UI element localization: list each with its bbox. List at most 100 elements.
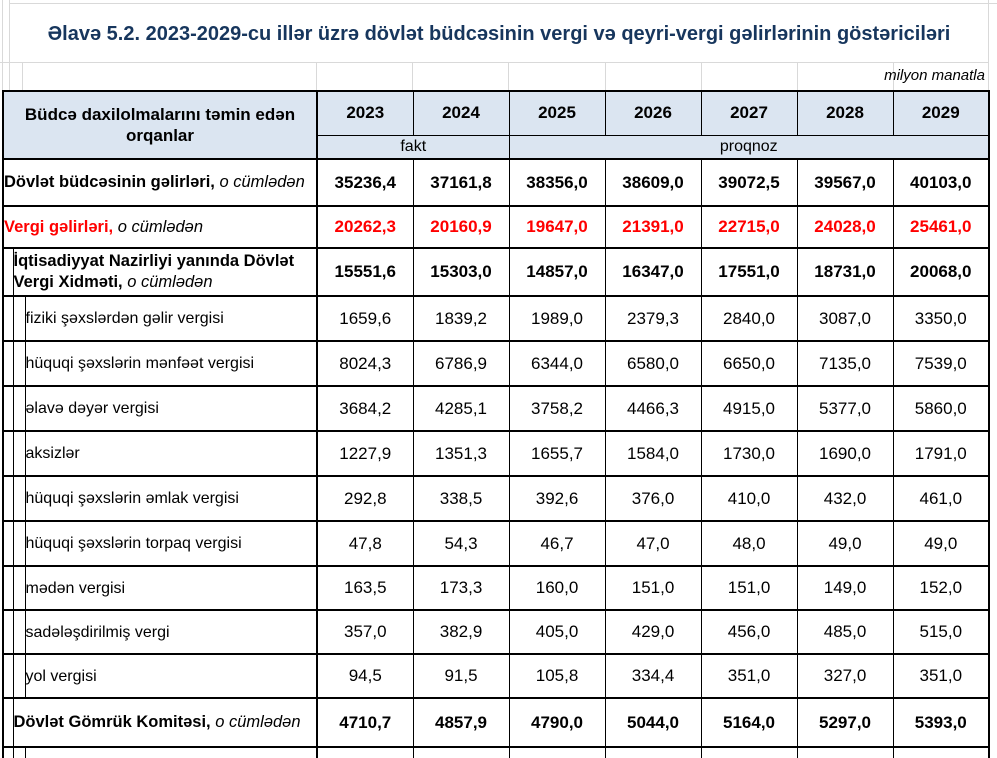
value-cell[interactable]: 18731,0 bbox=[796, 247, 894, 297]
value-cell[interactable]: 4915,0 bbox=[700, 385, 798, 432]
row-label-cell[interactable]: yol vergisi bbox=[24, 653, 319, 699]
value-cell[interactable]: 1839,2 bbox=[412, 295, 510, 342]
value-cell[interactable]: 429,0 bbox=[604, 609, 702, 655]
value-cell[interactable]: 4710,7 bbox=[316, 697, 414, 748]
value-cell[interactable]: 21391,0 bbox=[604, 205, 702, 249]
indent-cell[interactable] bbox=[2, 430, 14, 477]
value-cell[interactable]: 151,0 bbox=[700, 565, 798, 611]
value-cell[interactable]: 20068,0 bbox=[892, 247, 990, 297]
value-cell[interactable]: 410,0 bbox=[700, 475, 798, 522]
value-cell[interactable] bbox=[508, 746, 606, 758]
value-cell[interactable]: 16347,0 bbox=[604, 247, 702, 297]
indent-cell[interactable] bbox=[12, 746, 26, 758]
value-cell[interactable]: 334,4 bbox=[604, 653, 702, 699]
value-cell[interactable]: 35236,4 bbox=[316, 158, 414, 207]
value-cell[interactable]: 351,0 bbox=[892, 653, 990, 699]
value-cell[interactable]: 40103,0 bbox=[892, 158, 990, 207]
value-cell[interactable]: 461,0 bbox=[892, 475, 990, 522]
value-cell[interactable]: 5297,0 bbox=[796, 697, 894, 748]
row-label-cell[interactable] bbox=[24, 746, 319, 758]
value-cell[interactable]: 456,0 bbox=[700, 609, 798, 655]
value-cell[interactable]: 94,5 bbox=[316, 653, 414, 699]
value-cell[interactable]: 6786,9 bbox=[412, 340, 510, 387]
value-cell[interactable]: 485,0 bbox=[796, 609, 894, 655]
value-cell[interactable]: 1989,0 bbox=[508, 295, 606, 342]
value-cell[interactable]: 49,0 bbox=[892, 520, 990, 567]
header-year-cell[interactable]: 2029 bbox=[892, 90, 990, 136]
value-cell[interactable]: 3684,2 bbox=[316, 385, 414, 432]
value-cell[interactable]: 20262,3 bbox=[316, 205, 414, 249]
value-cell[interactable]: 173,3 bbox=[412, 565, 510, 611]
value-cell[interactable]: 7135,0 bbox=[796, 340, 894, 387]
indent-cell[interactable] bbox=[12, 475, 26, 522]
value-cell[interactable]: 1584,0 bbox=[604, 430, 702, 477]
value-cell[interactable]: 3087,0 bbox=[796, 295, 894, 342]
header-organs-cell[interactable]: Büdcə daxilolmalarını təmin edən orqanla… bbox=[2, 90, 319, 160]
value-cell[interactable]: 105,8 bbox=[508, 653, 606, 699]
value-cell[interactable]: 5860,0 bbox=[892, 385, 990, 432]
value-cell[interactable]: 1351,3 bbox=[412, 430, 510, 477]
row-label-cell[interactable]: hüquqi şəxslərin mənfəət vergisi bbox=[24, 340, 319, 387]
row-label-cell[interactable]: Dövlət büdcəsinin gəlirləri, o cümlədən bbox=[2, 158, 319, 207]
value-cell[interactable]: 48,0 bbox=[700, 520, 798, 567]
row-label-cell[interactable]: Vergi gəlirləri, o cümlədən bbox=[2, 205, 319, 249]
indent-cell[interactable] bbox=[2, 520, 14, 567]
value-cell[interactable] bbox=[700, 746, 798, 758]
value-cell[interactable]: 515,0 bbox=[892, 609, 990, 655]
value-cell[interactable]: 1791,0 bbox=[892, 430, 990, 477]
value-cell[interactable]: 1659,6 bbox=[316, 295, 414, 342]
indent-cell[interactable] bbox=[12, 430, 26, 477]
value-cell[interactable]: 15551,6 bbox=[316, 247, 414, 297]
value-cell[interactable]: 24028,0 bbox=[796, 205, 894, 249]
value-cell[interactable]: 46,7 bbox=[508, 520, 606, 567]
value-cell[interactable]: 432,0 bbox=[796, 475, 894, 522]
value-cell[interactable] bbox=[316, 746, 414, 758]
value-cell[interactable]: 149,0 bbox=[796, 565, 894, 611]
row-label-cell[interactable]: hüquqi şəxslərin torpaq vergisi bbox=[24, 520, 319, 567]
value-cell[interactable]: 22715,0 bbox=[700, 205, 798, 249]
value-cell[interactable]: 6580,0 bbox=[604, 340, 702, 387]
row-label-cell[interactable]: sadələşdirilmiş vergi bbox=[24, 609, 319, 655]
row-label-cell[interactable]: fiziki şəxslərdən gəlir vergisi bbox=[24, 295, 319, 342]
indent-cell[interactable] bbox=[2, 385, 14, 432]
value-cell[interactable]: 4466,3 bbox=[604, 385, 702, 432]
indent-cell[interactable] bbox=[12, 565, 26, 611]
header-year-cell[interactable]: 2028 bbox=[796, 90, 894, 136]
header-year-cell[interactable]: 2024 bbox=[412, 90, 510, 136]
value-cell[interactable]: 47,8 bbox=[316, 520, 414, 567]
indent-cell[interactable] bbox=[12, 385, 26, 432]
value-cell[interactable]: 357,0 bbox=[316, 609, 414, 655]
header-fact-cell[interactable]: fakt bbox=[316, 134, 510, 160]
value-cell[interactable]: 7539,0 bbox=[892, 340, 990, 387]
value-cell[interactable] bbox=[796, 746, 894, 758]
value-cell[interactable]: 8024,3 bbox=[316, 340, 414, 387]
header-year-cell[interactable]: 2023 bbox=[316, 90, 414, 136]
value-cell[interactable]: 6344,0 bbox=[508, 340, 606, 387]
value-cell[interactable]: 25461,0 bbox=[892, 205, 990, 249]
value-cell[interactable]: 47,0 bbox=[604, 520, 702, 567]
value-cell[interactable]: 1730,0 bbox=[700, 430, 798, 477]
value-cell[interactable]: 4285,1 bbox=[412, 385, 510, 432]
value-cell[interactable]: 1690,0 bbox=[796, 430, 894, 477]
value-cell[interactable]: 19647,0 bbox=[508, 205, 606, 249]
indent-cell[interactable] bbox=[2, 565, 14, 611]
value-cell[interactable]: 39567,0 bbox=[796, 158, 894, 207]
value-cell[interactable]: 327,0 bbox=[796, 653, 894, 699]
indent-cell[interactable] bbox=[2, 653, 14, 699]
value-cell[interactable]: 38356,0 bbox=[508, 158, 606, 207]
row-label-cell[interactable]: Dövlət Gömrük Komitəsi, o cümlədən bbox=[12, 697, 319, 748]
row-label-cell[interactable]: əlavə dəyər vergisi bbox=[24, 385, 319, 432]
value-cell[interactable] bbox=[604, 746, 702, 758]
indent-cell[interactable] bbox=[12, 295, 26, 342]
value-cell[interactable]: 2840,0 bbox=[700, 295, 798, 342]
value-cell[interactable]: 4857,9 bbox=[412, 697, 510, 748]
value-cell[interactable]: 20160,9 bbox=[412, 205, 510, 249]
value-cell[interactable]: 405,0 bbox=[508, 609, 606, 655]
value-cell[interactable]: 54,3 bbox=[412, 520, 510, 567]
row-label-cell[interactable]: hüquqi şəxslərin əmlak vergisi bbox=[24, 475, 319, 522]
indent-cell[interactable] bbox=[2, 475, 14, 522]
value-cell[interactable] bbox=[412, 746, 510, 758]
value-cell[interactable]: 37161,8 bbox=[412, 158, 510, 207]
value-cell[interactable]: 376,0 bbox=[604, 475, 702, 522]
value-cell[interactable]: 3758,2 bbox=[508, 385, 606, 432]
